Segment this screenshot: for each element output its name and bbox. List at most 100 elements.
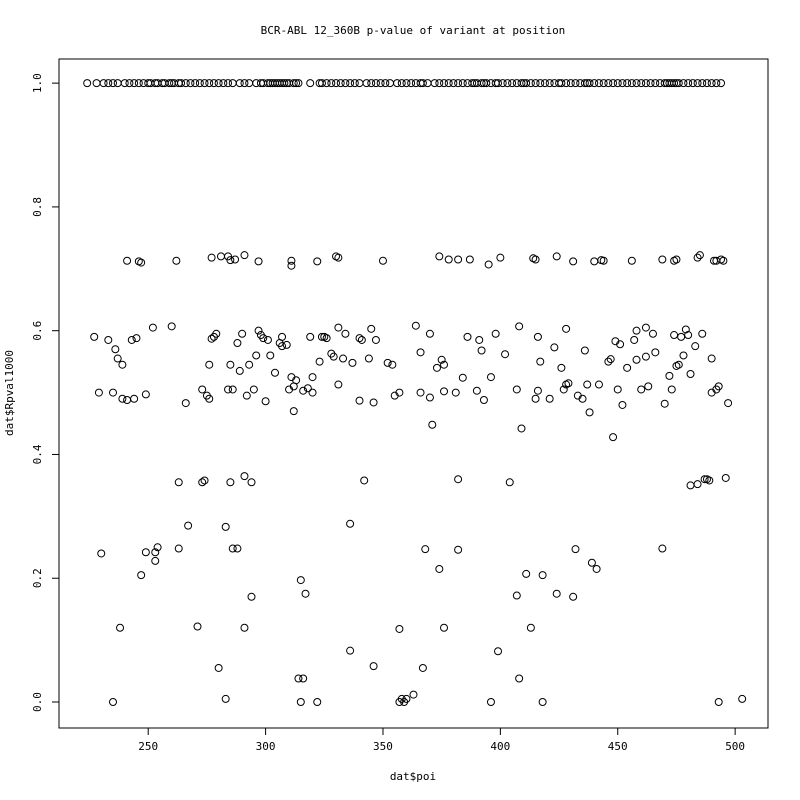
point <box>132 334 141 343</box>
point <box>240 251 249 260</box>
point <box>369 398 378 407</box>
point <box>665 371 674 380</box>
point <box>522 79 531 88</box>
point <box>172 256 181 265</box>
point <box>623 79 632 88</box>
point <box>214 79 223 88</box>
point <box>667 385 676 394</box>
point <box>367 324 376 333</box>
point <box>181 79 190 88</box>
point <box>233 339 242 348</box>
point <box>533 332 542 341</box>
point <box>313 257 322 266</box>
y-tick-label: 0.0 <box>31 692 44 712</box>
point <box>214 663 223 672</box>
point <box>362 79 371 88</box>
point <box>322 79 331 88</box>
point <box>226 478 235 487</box>
point <box>228 385 237 394</box>
point <box>440 360 449 369</box>
point <box>550 343 559 352</box>
point <box>289 407 298 416</box>
point <box>205 79 214 88</box>
point <box>623 363 632 372</box>
point <box>231 255 240 264</box>
point <box>693 480 702 489</box>
point <box>437 355 446 364</box>
x-axis-label: dat$poi <box>390 770 436 783</box>
point <box>209 79 218 88</box>
point <box>498 79 507 88</box>
point <box>332 79 341 88</box>
point <box>113 354 122 363</box>
point <box>604 357 613 366</box>
point <box>376 79 385 88</box>
point <box>294 674 303 683</box>
point <box>240 623 249 632</box>
point <box>287 261 296 270</box>
point <box>167 322 176 331</box>
point <box>674 79 683 88</box>
point <box>393 79 402 88</box>
point <box>641 352 650 361</box>
point <box>346 646 355 655</box>
point <box>468 79 477 88</box>
point <box>531 394 540 403</box>
point <box>632 79 641 88</box>
x-tick-label: 500 <box>725 740 745 753</box>
point <box>707 354 716 363</box>
point <box>644 382 653 391</box>
point <box>339 354 348 363</box>
point <box>479 395 488 404</box>
point <box>609 433 618 442</box>
point <box>651 79 660 88</box>
point <box>707 79 716 88</box>
point <box>705 476 714 485</box>
point <box>104 335 113 344</box>
point <box>111 345 120 354</box>
point <box>280 79 289 88</box>
point <box>301 589 310 598</box>
point <box>501 350 510 359</box>
point <box>137 571 146 580</box>
point <box>233 544 242 553</box>
point <box>569 592 578 601</box>
point <box>545 79 554 88</box>
point <box>698 329 707 338</box>
point <box>580 79 589 88</box>
point <box>571 545 580 554</box>
point <box>435 564 444 573</box>
point <box>177 79 186 88</box>
point <box>409 690 418 699</box>
point <box>294 79 303 88</box>
point <box>205 394 214 403</box>
point <box>289 79 298 88</box>
point <box>200 79 209 88</box>
point <box>327 79 336 88</box>
point <box>651 348 660 357</box>
point <box>454 545 463 554</box>
point <box>512 591 521 600</box>
point <box>684 331 693 340</box>
point <box>303 384 312 393</box>
point <box>695 251 704 260</box>
point <box>618 79 627 88</box>
point <box>134 79 143 88</box>
point <box>238 329 247 338</box>
point <box>123 256 132 265</box>
point <box>292 79 301 88</box>
point <box>454 255 463 264</box>
point <box>435 79 444 88</box>
point <box>198 385 207 394</box>
point <box>578 394 587 403</box>
point <box>684 79 693 88</box>
point <box>721 473 730 482</box>
point <box>698 79 707 88</box>
point <box>465 255 474 264</box>
point <box>221 694 230 703</box>
point <box>594 79 603 88</box>
point <box>240 472 249 481</box>
point <box>583 380 592 389</box>
point <box>627 256 636 265</box>
